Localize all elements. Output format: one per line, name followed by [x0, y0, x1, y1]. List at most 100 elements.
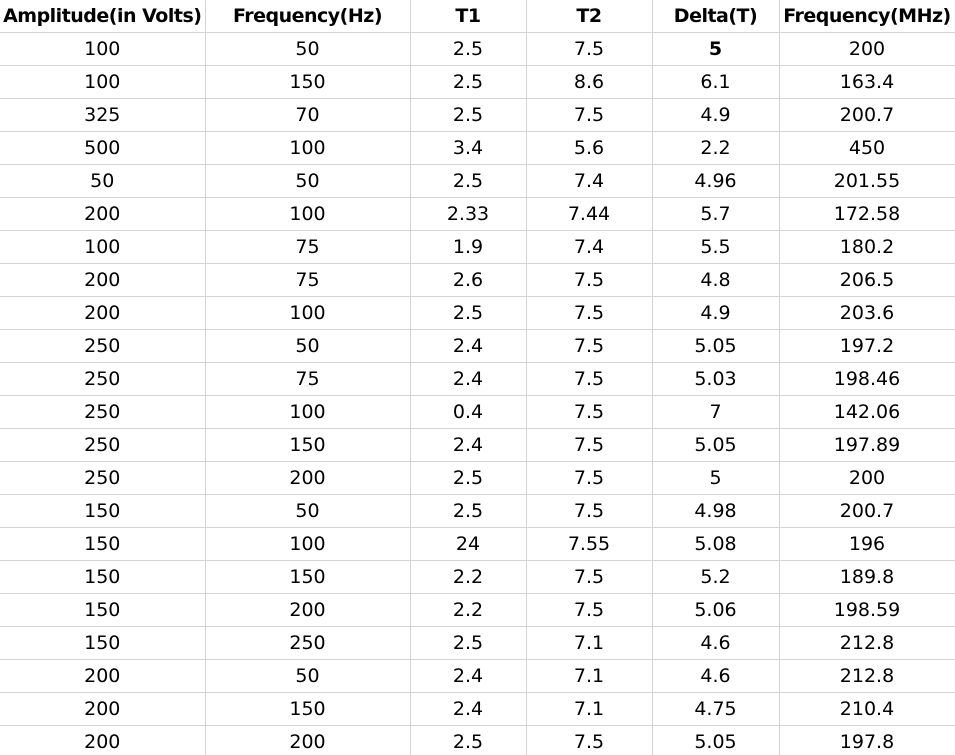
amplitude-cell[interactable]: 150: [0, 527, 206, 561]
amplitude-cell[interactable]: 500: [0, 131, 206, 165]
frequency-hz-cell[interactable]: 75: [205, 263, 411, 297]
delta-t-cell[interactable]: 5: [652, 32, 780, 66]
delta-t-cell[interactable]: 5.06: [652, 593, 780, 627]
frequency-mhz-cell[interactable]: 210.4: [779, 692, 955, 726]
frequency-hz-cell[interactable]: 100: [205, 296, 411, 330]
t2-cell[interactable]: 7.55: [526, 527, 653, 561]
frequency-mhz-cell[interactable]: 198.59: [779, 593, 955, 627]
t2-cell[interactable]: 7.5: [526, 461, 653, 495]
frequency-mhz-cell[interactable]: 200: [779, 461, 955, 495]
t2-cell[interactable]: 7.5: [526, 428, 653, 462]
frequency-hz-cell[interactable]: 50: [205, 659, 411, 693]
frequency-hz-cell[interactable]: 50: [205, 32, 411, 66]
frequency-mhz-cell[interactable]: 163.4: [779, 65, 955, 99]
frequency-mhz-cell[interactable]: 200.7: [779, 98, 955, 132]
t2-cell[interactable]: 7.5: [526, 98, 653, 132]
delta-t-cell[interactable]: 4.8: [652, 263, 780, 297]
frequency-mhz-cell[interactable]: 200: [779, 32, 955, 66]
t1-cell[interactable]: 2.4: [410, 692, 527, 726]
amplitude-cell[interactable]: 100: [0, 230, 206, 264]
frequency-mhz-cell[interactable]: 203.6: [779, 296, 955, 330]
amplitude-header[interactable]: Amplitude(in Volts): [0, 0, 206, 33]
frequency-hz-cell[interactable]: 200: [205, 593, 411, 627]
delta-t-cell[interactable]: 4.98: [652, 494, 780, 528]
frequency-hz-cell[interactable]: 150: [205, 692, 411, 726]
t2-cell[interactable]: 7.5: [526, 395, 653, 429]
amplitude-cell[interactable]: 325: [0, 98, 206, 132]
frequency-hz-cell[interactable]: 150: [205, 65, 411, 99]
t1-cell[interactable]: 2.33: [410, 197, 527, 231]
t2-cell[interactable]: 7.1: [526, 626, 653, 660]
frequency-mhz-cell[interactable]: 200.7: [779, 494, 955, 528]
amplitude-cell[interactable]: 200: [0, 725, 206, 755]
frequency-hz-cell[interactable]: 50: [205, 494, 411, 528]
t2-cell[interactable]: 8.6: [526, 65, 653, 99]
t2-cell[interactable]: 7.5: [526, 593, 653, 627]
t2-cell[interactable]: 7.1: [526, 659, 653, 693]
frequency-mhz-cell[interactable]: 196: [779, 527, 955, 561]
frequency-hz-cell[interactable]: 75: [205, 362, 411, 396]
t2-cell[interactable]: 7.4: [526, 164, 653, 198]
t2-cell[interactable]: 7.5: [526, 32, 653, 66]
t1-cell[interactable]: 2.5: [410, 725, 527, 755]
frequency-hz-cell[interactable]: 150: [205, 560, 411, 594]
frequency-hz-cell[interactable]: 50: [205, 329, 411, 363]
frequency-mhz-cell[interactable]: 212.8: [779, 626, 955, 660]
amplitude-cell[interactable]: 250: [0, 395, 206, 429]
t2-cell[interactable]: 7.4: [526, 230, 653, 264]
amplitude-cell[interactable]: 200: [0, 692, 206, 726]
amplitude-cell[interactable]: 100: [0, 32, 206, 66]
frequency-mhz-cell[interactable]: 172.58: [779, 197, 955, 231]
frequency-mhz-cell[interactable]: 197.89: [779, 428, 955, 462]
frequency-mhz-cell[interactable]: 212.8: [779, 659, 955, 693]
t1-cell[interactable]: 2.2: [410, 593, 527, 627]
t2-cell[interactable]: 7.44: [526, 197, 653, 231]
delta-t-cell[interactable]: 5.5: [652, 230, 780, 264]
frequency-hz-cell[interactable]: 200: [205, 725, 411, 755]
frequency-mhz-cell[interactable]: 198.46: [779, 362, 955, 396]
frequency-mhz-cell[interactable]: 189.8: [779, 560, 955, 594]
delta-t-cell[interactable]: 5.08: [652, 527, 780, 561]
t2-cell[interactable]: 7.5: [526, 329, 653, 363]
t1-cell[interactable]: 2.5: [410, 626, 527, 660]
amplitude-cell[interactable]: 150: [0, 626, 206, 660]
amplitude-cell[interactable]: 250: [0, 428, 206, 462]
frequency-mhz-cell[interactable]: 201.55: [779, 164, 955, 198]
delta-t-header[interactable]: Delta(T): [652, 0, 780, 33]
delta-t-cell[interactable]: 4.9: [652, 98, 780, 132]
t1-cell[interactable]: 2.5: [410, 494, 527, 528]
t2-cell[interactable]: 7.5: [526, 362, 653, 396]
delta-t-cell[interactable]: 5.2: [652, 560, 780, 594]
amplitude-cell[interactable]: 150: [0, 560, 206, 594]
amplitude-cell[interactable]: 100: [0, 65, 206, 99]
t1-cell[interactable]: 2.2: [410, 560, 527, 594]
t1-cell[interactable]: 2.5: [410, 98, 527, 132]
t1-cell[interactable]: 2.5: [410, 461, 527, 495]
amplitude-cell[interactable]: 200: [0, 296, 206, 330]
frequency-hz-cell[interactable]: 150: [205, 428, 411, 462]
delta-t-cell[interactable]: 4.6: [652, 626, 780, 660]
frequency-hz-cell[interactable]: 75: [205, 230, 411, 264]
delta-t-cell[interactable]: 4.9: [652, 296, 780, 330]
t1-cell[interactable]: 2.5: [410, 65, 527, 99]
delta-t-cell[interactable]: 5.05: [652, 725, 780, 755]
frequency-hz-cell[interactable]: 200: [205, 461, 411, 495]
delta-t-cell[interactable]: 7: [652, 395, 780, 429]
amplitude-cell[interactable]: 250: [0, 461, 206, 495]
delta-t-cell[interactable]: 5.7: [652, 197, 780, 231]
frequency-hz-cell[interactable]: 70: [205, 98, 411, 132]
t2-cell[interactable]: 7.5: [526, 725, 653, 755]
delta-t-cell[interactable]: 4.6: [652, 659, 780, 693]
t1-cell[interactable]: 3.4: [410, 131, 527, 165]
t2-cell[interactable]: 7.5: [526, 560, 653, 594]
t2-cell[interactable]: 7.5: [526, 296, 653, 330]
delta-t-cell[interactable]: 4.96: [652, 164, 780, 198]
t1-cell[interactable]: 2.4: [410, 659, 527, 693]
delta-t-cell[interactable]: 5.03: [652, 362, 780, 396]
amplitude-cell[interactable]: 50: [0, 164, 206, 198]
frequency-mhz-cell[interactable]: 197.8: [779, 725, 955, 755]
delta-t-cell[interactable]: 5: [652, 461, 780, 495]
t1-cell[interactable]: 2.5: [410, 296, 527, 330]
frequency-hz-cell[interactable]: 100: [205, 131, 411, 165]
frequency-mhz-header[interactable]: Frequency(MHz): [779, 0, 955, 33]
